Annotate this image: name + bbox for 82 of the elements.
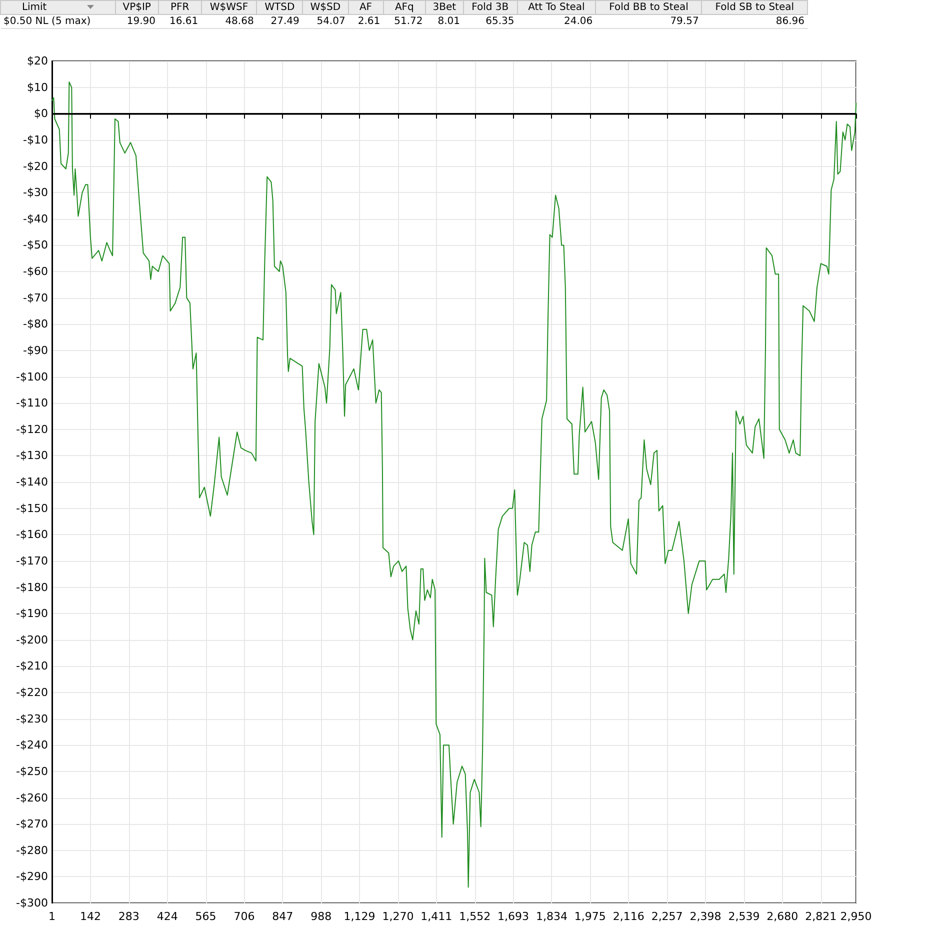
y-tick-label: -$210 <box>16 660 48 673</box>
x-tick-label: 424 <box>156 910 178 923</box>
text: 79.57 <box>596 14 702 28</box>
x-tick-label: 1,270 <box>382 910 414 923</box>
y-tick-label: $20 <box>27 54 48 68</box>
x-tick-label: 1,975 <box>574 910 606 923</box>
y-tick-label: -$170 <box>16 554 48 568</box>
x-tick-label: 1,693 <box>498 910 530 923</box>
text: 54.07 <box>302 14 348 28</box>
y-tick-label: $0 <box>34 107 48 120</box>
y-tick-label: -$90 <box>23 344 48 357</box>
text: Att To Steal <box>517 0 596 14</box>
y-tick-label: -$110 <box>16 396 48 410</box>
x-tick-label: 1,411 <box>420 910 452 923</box>
text: 51.72 <box>383 14 426 28</box>
x-tick-label: 1 <box>48 910 56 923</box>
text: VP$IP <box>115 0 159 14</box>
x-tick-label: 1,129 <box>344 910 376 923</box>
y-tick-label: -$190 <box>16 607 48 620</box>
y-tick-label: -$30 <box>23 186 48 200</box>
text: AF <box>348 0 384 14</box>
y-tick-label: -$120 <box>16 422 48 436</box>
x-tick-label: 847 <box>272 910 294 923</box>
y-tick-label: -$180 <box>16 580 48 594</box>
text: W$SD <box>302 0 348 14</box>
x-tick-label: 2,257 <box>651 910 683 923</box>
y-tick-label: -$40 <box>23 212 48 226</box>
x-tick-label: 565 <box>195 910 216 923</box>
text: Fold SB to Steal <box>702 0 808 14</box>
x-tick-label: 2,821 <box>805 910 837 923</box>
y-tick-label: -$250 <box>16 764 48 778</box>
text: 19.90 <box>115 14 159 28</box>
x-tick-label: 1,552 <box>459 910 491 923</box>
y-tick-label: -$160 <box>16 528 48 542</box>
y-tick-label: -$10 <box>23 133 48 146</box>
x-tick-label: 142 <box>80 910 101 923</box>
text: AFq <box>383 0 426 14</box>
text: 8.01 <box>426 14 464 28</box>
text: 2.61 <box>348 14 384 28</box>
line-series <box>52 82 856 888</box>
y-tick-label: -$20 <box>23 160 48 173</box>
y-tick-label: -$280 <box>16 844 48 857</box>
y-tick-label: -$140 <box>16 476 48 488</box>
x-tick-label: 2,398 <box>690 910 722 923</box>
y-tick-label: -$220 <box>16 686 48 699</box>
text: Fold BB to Steal <box>596 0 702 14</box>
y-tick-label: -$230 <box>16 712 48 726</box>
y-tick-label: -$70 <box>23 291 48 304</box>
text: 16.61 <box>158 14 202 28</box>
text: 86.96 <box>702 14 808 28</box>
y-tick-label: $10 <box>27 80 48 94</box>
text: 65.35 <box>463 14 518 28</box>
x-tick-label: 2,539 <box>728 910 760 923</box>
x-tick-label: 988 <box>310 910 332 923</box>
y-tick-label: -$150 <box>16 502 48 515</box>
x-tick-label: 706 <box>234 910 255 923</box>
text: 27.49 <box>256 14 302 28</box>
text: W$WSF <box>201 0 257 14</box>
x-tick-label: 2,950 <box>840 910 872 923</box>
text: 3Bet <box>426 0 464 14</box>
y-tick-label: -$290 <box>16 870 48 884</box>
y-tick-label: -$130 <box>16 449 48 462</box>
y-tick-label: -$80 <box>23 318 48 331</box>
text: Fold 3B <box>463 0 518 14</box>
y-tick-label: -$270 <box>16 818 48 831</box>
text: WTSD <box>256 0 302 14</box>
y-tick-label: -$60 <box>23 265 48 278</box>
x-tick-label: 283 <box>118 910 140 923</box>
text: 48.68 <box>201 14 257 28</box>
x-tick-label: 2,680 <box>766 910 798 923</box>
y-tick-label: -$200 <box>16 633 48 646</box>
x-tick-label: 1,834 <box>536 910 568 923</box>
y-tick-label: -$50 <box>23 238 48 252</box>
text: $0.50 NL (5 max) <box>0 14 116 28</box>
text: 24.06 <box>517 14 596 28</box>
text: Limit <box>0 0 116 14</box>
text: PFR <box>158 0 202 14</box>
y-tick-label: -$100 <box>16 370 48 384</box>
y-tick-label: -$240 <box>16 738 48 752</box>
x-tick-label: 2,116 <box>612 910 644 923</box>
y-tick-label: -$300 <box>16 896 48 910</box>
y-tick-label: -$260 <box>16 791 48 804</box>
